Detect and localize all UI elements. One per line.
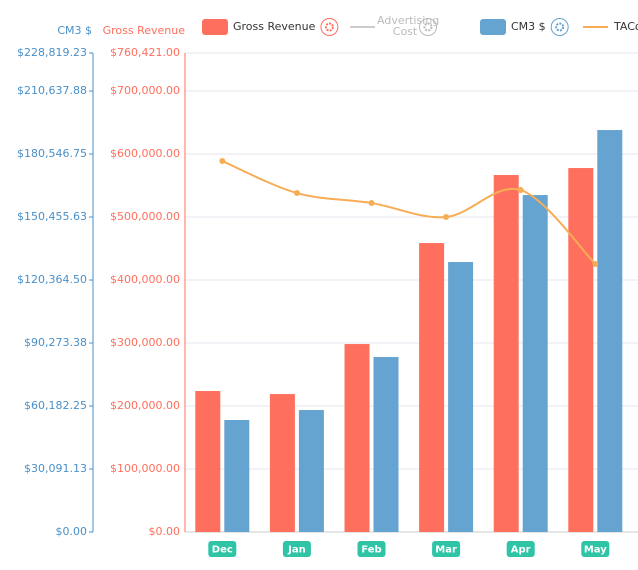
x-tick-pill: [357, 541, 386, 557]
x-tick-label: Dec: [212, 545, 233, 556]
y2-tick-label: $30,091.13: [24, 462, 87, 475]
y2-axis-title: CM3 $: [57, 24, 92, 37]
legend-label[interactable]: Advertising Cost: [377, 15, 440, 38]
bar: [493, 175, 519, 532]
y-tick-label: $500,000.00: [110, 210, 180, 223]
line-point: [443, 214, 450, 221]
legend-swatch: [202, 19, 228, 35]
x-tick-pill: [282, 541, 311, 557]
x-tick-label: Jan: [287, 545, 306, 556]
line-point: [293, 190, 300, 197]
bar: [419, 243, 445, 532]
legend-label[interactable]: TACoS: [613, 20, 638, 33]
x-tick-pill: [432, 541, 461, 557]
y-tick-label: $300,000.00: [110, 336, 180, 349]
legend-settings-icon-gear: [324, 22, 334, 32]
y2-tick-label: $0.00: [56, 525, 88, 538]
y2-tick-label: $210,637.88: [17, 84, 87, 97]
legend-swatch: [480, 19, 506, 35]
x-tick-label: May: [584, 545, 607, 556]
bar: [522, 195, 548, 532]
y-tick-label: $760,421.00: [110, 46, 180, 59]
legend-settings-icon[interactable]: [419, 18, 437, 36]
y2-tick-label: $180,546.75: [17, 147, 87, 160]
line-point: [592, 261, 599, 268]
x-tick-label: Feb: [361, 545, 381, 556]
y-tick-label: $600,000.00: [110, 147, 180, 160]
y-axis-title: Gross Revenue: [103, 24, 186, 37]
legend-label[interactable]: CM3 $: [511, 20, 546, 33]
line-point: [517, 187, 524, 194]
line: [221, 160, 597, 265]
x-tick-pill: [208, 541, 237, 557]
y2-tick-label: $90,273.38: [24, 336, 87, 349]
bar: [568, 168, 594, 532]
bar: [597, 130, 623, 532]
bar: [224, 420, 250, 532]
y-tick-label: $400,000.00: [110, 273, 180, 286]
x-tick-pill: [581, 541, 610, 557]
x-tick-label: Apr: [511, 545, 531, 556]
bar: [195, 391, 221, 532]
y2-tick-label: $228,819.23: [17, 46, 87, 59]
y2-tick-label: $60,182.25: [24, 399, 87, 412]
line-point: [219, 158, 226, 165]
legend-settings-icon-gear: [555, 22, 565, 32]
x-tick-label: Mar: [435, 545, 457, 556]
y-tick-label: $0.00: [149, 525, 181, 538]
y2-tick-label: $150,455.63: [17, 210, 87, 223]
bar: [269, 394, 295, 532]
x-tick-pill: [506, 541, 535, 557]
legend-item: Advertising Cost: [377, 15, 440, 38]
bar: [373, 357, 399, 532]
bar: [298, 410, 324, 532]
y2-tick-label: $120,364.50: [17, 273, 87, 286]
y-tick-label: $700,000.00: [110, 84, 180, 97]
y-tick-label: $200,000.00: [110, 399, 180, 412]
line-point: [368, 200, 375, 207]
bar: [448, 262, 474, 532]
legend-label[interactable]: Gross Revenue: [233, 20, 316, 33]
legend-settings-icon-gear: [423, 22, 433, 32]
bar: [344, 344, 370, 532]
y-tick-label: $100,000.00: [110, 462, 180, 475]
legend-settings-icon[interactable]: [550, 18, 569, 36]
legend-settings-icon[interactable]: [320, 18, 339, 36]
